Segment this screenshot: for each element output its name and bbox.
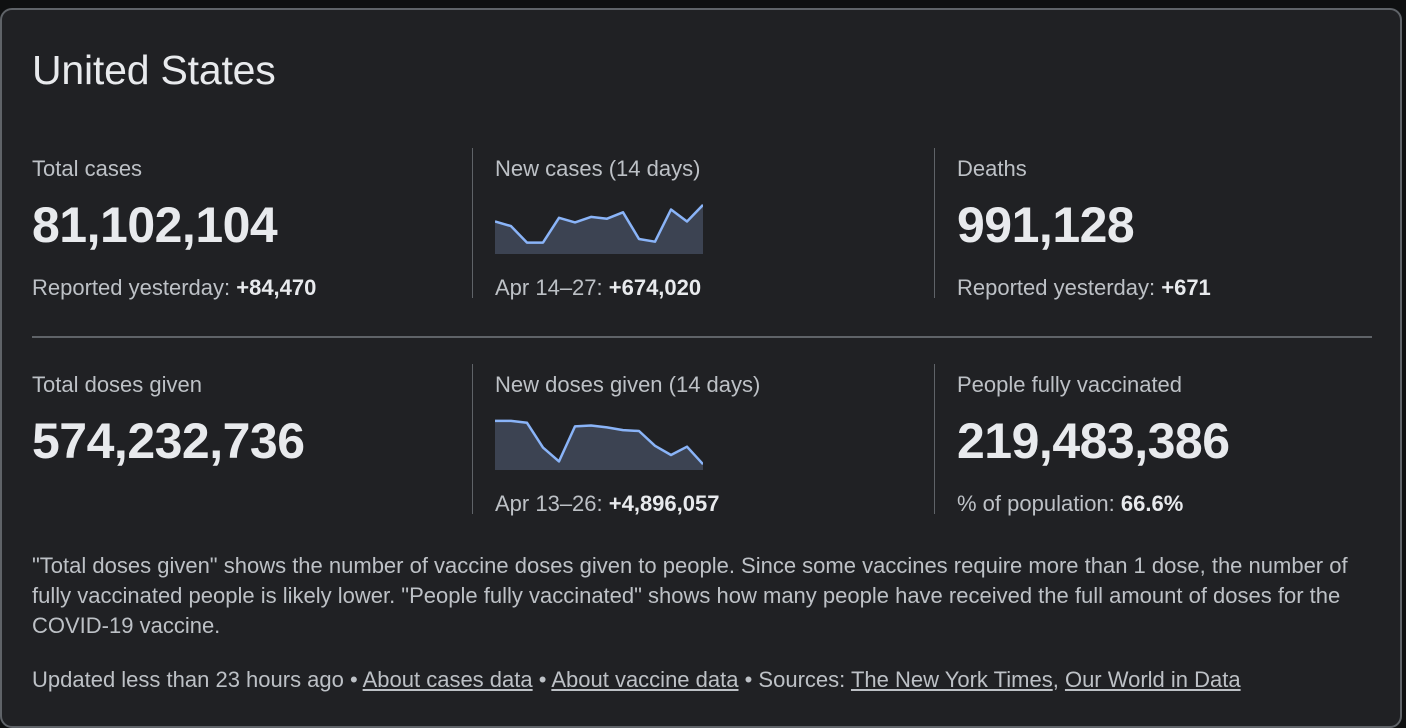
new-cases-sub-prefix: Apr 14–27: (495, 275, 609, 300)
fully-vaccinated-label: People fully vaccinated (957, 372, 1183, 397)
explanatory-note: "Total doses given" shows the number of … (32, 553, 1348, 638)
source-owid-link[interactable]: Our World in Data (1064, 667, 1241, 692)
total-cases-sub: Reported yesterday: +84,470 (32, 275, 316, 301)
new-doses-sparkline (495, 419, 703, 470)
new-cases-sparkline-line (495, 204, 703, 244)
new-cases-sub: Apr 14–27: +674,020 (495, 275, 701, 301)
about-cases-link[interactable]: About cases data (362, 667, 533, 692)
fully-vaccinated-stat: People fully vaccinated 219,483,386 % of… (934, 364, 1372, 517)
new-doses-sparkline-line (495, 419, 703, 466)
deaths-sub-value: +671 (1161, 275, 1211, 300)
total-cases-sub-prefix: Reported yesterday: (32, 275, 237, 300)
total-doses-label: Total doses given (32, 372, 202, 397)
new-doses-sub-prefix: Apr 13–26: (495, 491, 609, 516)
total-cases-value: 81,102,104 (32, 197, 278, 253)
deaths-stat: Deaths 991,128 Reported yesterday: +671 (934, 148, 1372, 301)
sources-label: Sources: (758, 667, 851, 692)
page-title: United States (32, 47, 276, 93)
total-cases-stat: Total cases 81,102,104 Reported yesterda… (32, 148, 472, 301)
deaths-label: Deaths (957, 156, 1027, 181)
new-doses-sub: Apr 13–26: +4,896,057 (495, 491, 719, 517)
updated-text: Updated less than 23 hours ago (32, 667, 344, 692)
fully-vaccinated-sub: % of population: 66.6% (957, 491, 1183, 517)
total-cases-sub-value: +84,470 (236, 275, 317, 300)
new-doses-sparkline-area (495, 420, 703, 470)
deaths-value: 991,128 (957, 197, 1135, 253)
fully-vaccinated-value: 219,483,386 (957, 413, 1230, 469)
new-cases-sparkline-area (495, 204, 703, 254)
footer: Updated less than 23 hours ago • About c… (32, 665, 1372, 695)
new-cases-label: New cases (14 days) (495, 156, 701, 181)
total-doses-value: 574,232,736 (32, 413, 305, 469)
source-comma: , (1052, 667, 1065, 692)
new-doses-sub-value: +4,896,057 (608, 491, 720, 516)
new-cases-sub-value: +674,020 (608, 275, 702, 300)
vaccine-row: Total doses given 574,232,736 New doses … (30, 364, 1372, 517)
source-nyt-link[interactable]: The New York Times (850, 667, 1053, 692)
new-cases-stat: New cases (14 days) Apr 14–27: +674,020 (472, 148, 934, 301)
fully-vaccinated-sub-value: 66.6% (1120, 491, 1184, 516)
cases-row: Total cases 81,102,104 Reported yesterda… (30, 148, 1372, 301)
new-doses-label: New doses given (14 days) (495, 372, 761, 397)
separator: • (738, 667, 759, 692)
total-cases-label: Total cases (32, 156, 143, 181)
fully-vaccinated-sub-prefix: % of population: (957, 491, 1121, 516)
covid-stats-card: United States Total cases 81,102,104 Rep… (0, 8, 1402, 728)
new-doses-stat: New doses given (14 days) Apr 13–26: +4,… (472, 364, 934, 517)
section-divider (32, 336, 1372, 338)
separator: • (532, 667, 552, 692)
deaths-sub-prefix: Reported yesterday: (957, 275, 1162, 300)
new-cases-sparkline (495, 204, 703, 254)
deaths-sub: Reported yesterday: +671 (957, 275, 1211, 301)
total-doses-stat: Total doses given 574,232,736 (32, 364, 472, 514)
about-vaccine-link[interactable]: About vaccine data (551, 667, 739, 692)
separator: • (343, 667, 363, 692)
